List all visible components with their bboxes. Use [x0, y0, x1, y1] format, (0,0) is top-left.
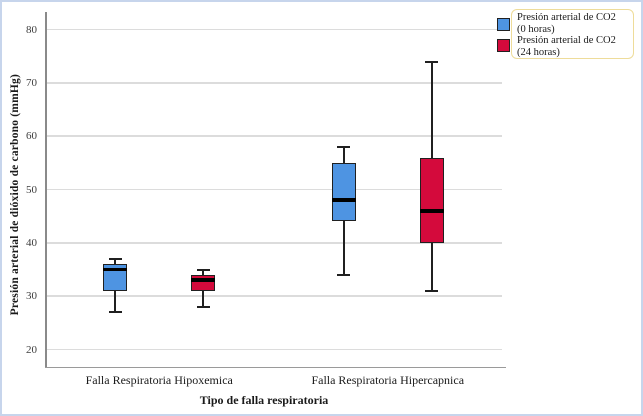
- box: [419, 157, 444, 243]
- y-tick-label: 70: [26, 76, 37, 89]
- legend-entry-1-line1: Presión arterial de CO2: [517, 35, 616, 46]
- median-line: [191, 278, 216, 282]
- y-tick-label: 80: [26, 23, 37, 36]
- box: [191, 274, 216, 291]
- x-axis-title: Tipo de falla respiratoria: [199, 393, 329, 407]
- legend-entry-1-line2: (24 horas): [517, 46, 560, 58]
- whisker-cap-top: [108, 257, 122, 260]
- y-tick-label: 40: [26, 236, 37, 249]
- y-tick-label: 60: [26, 130, 37, 143]
- gridline: [46, 348, 502, 351]
- legend-swatch-24-horas: [497, 39, 510, 52]
- legend-entry-24-horas: Presión arterial de CO2 (24 horas): [517, 35, 633, 58]
- gridline: [46, 135, 502, 137]
- plot-area: [45, 21, 502, 368]
- y-tick-label: 30: [26, 290, 37, 303]
- gridline: [46, 188, 502, 191]
- whisker-cap-top: [425, 60, 439, 63]
- median-line: [419, 209, 444, 213]
- legend-entry-0-horas: Presión arterial de CO2 (0 horas): [517, 12, 633, 35]
- median-line: [103, 267, 128, 272]
- x-category-label: Falla Respiratoria Hipoxemica: [85, 373, 233, 387]
- y-axis-line: [45, 12, 47, 368]
- legend-entry-0-line1: Presión arterial de CO2: [517, 12, 616, 23]
- legend-entry-0-line2: (0 horas): [517, 23, 555, 35]
- gridline: [46, 28, 502, 31]
- whisker-cap-bottom: [196, 305, 210, 308]
- whisker-cap-bottom: [108, 311, 122, 314]
- y-tick-label: 50: [26, 183, 37, 196]
- whisker-cap-bottom: [337, 273, 351, 276]
- gridline: [46, 295, 502, 297]
- whisker-cap-top: [196, 268, 210, 271]
- x-axis-line: [45, 366, 506, 369]
- gridline: [46, 242, 502, 244]
- median-line: [331, 198, 356, 202]
- whisker-cap-top: [337, 145, 351, 148]
- legend-swatch-0-horas: [497, 18, 510, 31]
- gridline: [46, 82, 502, 84]
- x-category-label: Falla Respiratoria Hipercapnica: [311, 373, 465, 387]
- whisker-cap-bottom: [425, 289, 439, 292]
- y-tick-label: 20: [26, 343, 37, 356]
- box: [331, 162, 356, 222]
- legend: Presión arterial de CO2 (0 horas) Presió…: [511, 9, 634, 59]
